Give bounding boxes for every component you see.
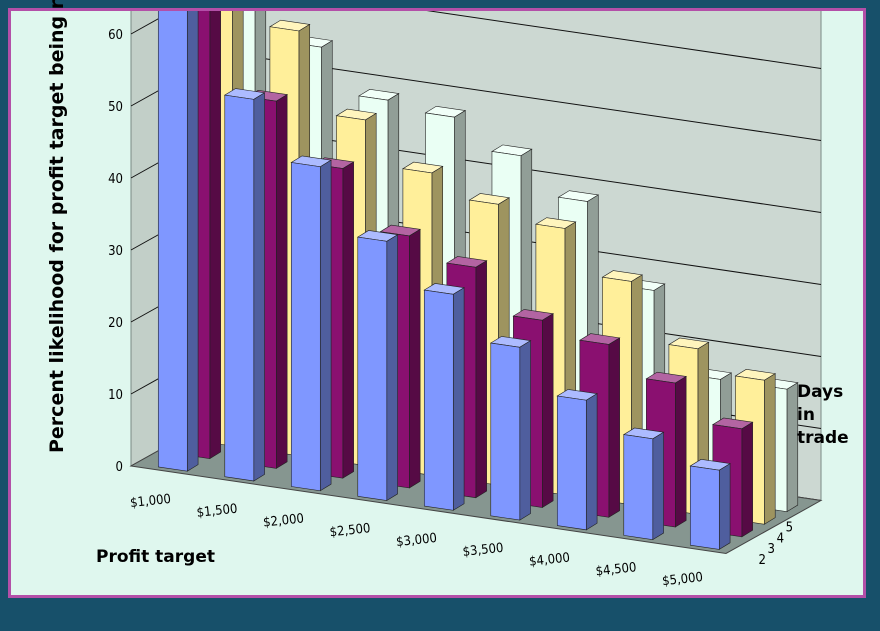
bar-side xyxy=(741,421,753,538)
bar-side xyxy=(542,313,554,509)
x-tick-label: $2,000 xyxy=(263,511,305,530)
x-tick-label: $2,500 xyxy=(329,521,371,540)
bar-side xyxy=(319,159,332,492)
x-tick-label: $3,500 xyxy=(462,541,504,560)
bar-side xyxy=(675,375,687,528)
bar-side xyxy=(253,92,265,482)
depth-tick-label: 3 xyxy=(768,542,775,557)
bar xyxy=(556,395,587,531)
bar-side xyxy=(452,287,465,511)
x-tick-label: $3,000 xyxy=(396,531,438,550)
bar-side xyxy=(764,373,776,525)
bar xyxy=(490,342,521,521)
x-axis-label: Profit target xyxy=(96,547,215,567)
bar-side xyxy=(209,11,221,460)
bar xyxy=(290,162,321,492)
bar-side xyxy=(342,161,354,479)
bar xyxy=(423,289,454,511)
y-tick-label: 0 xyxy=(116,460,123,475)
bar-side xyxy=(276,94,288,469)
bar-side xyxy=(519,340,531,521)
y-tick-label: 20 xyxy=(108,316,123,331)
bar-side xyxy=(475,260,487,499)
x-tick-label: $1,500 xyxy=(196,502,238,521)
depth-axis-label-line-2: in xyxy=(797,405,815,425)
bar-side xyxy=(386,234,398,502)
y-tick-label: 40 xyxy=(108,172,123,187)
bar-side xyxy=(186,11,199,472)
chart-3d-bar: 010203040506070$1,000$1,500$2,000$2,500$… xyxy=(108,11,823,589)
bar-side xyxy=(652,431,664,541)
depth-axis-label: Days in trade xyxy=(797,381,849,450)
chart-panel: 010203040506070$1,000$1,500$2,000$2,500$… xyxy=(8,0,866,598)
y-tick-label: 10 xyxy=(108,388,123,403)
x-tick-label: $4,500 xyxy=(595,560,637,579)
bar xyxy=(157,11,188,472)
bar xyxy=(689,465,720,550)
bar-side xyxy=(585,393,598,531)
y-tick-label: 50 xyxy=(108,100,123,115)
depth-tick-label: 4 xyxy=(777,531,784,546)
depth-axis-label-line-1: Days xyxy=(797,382,844,402)
depth-tick-label: 5 xyxy=(786,520,793,535)
bar xyxy=(623,434,654,540)
y-tick-label: 60 xyxy=(108,28,123,43)
x-tick-label: $4,000 xyxy=(529,551,571,570)
depth-axis-label-line-3: trade xyxy=(797,428,849,448)
bar xyxy=(357,236,388,501)
y-tick-label: 30 xyxy=(108,244,123,259)
x-tick-label: $5,000 xyxy=(662,570,704,589)
x-tick-label: $1,000 xyxy=(130,492,172,511)
bar-side xyxy=(718,463,731,550)
bar xyxy=(224,94,255,482)
y-axis-label: Percent likelihood for profit target bei… xyxy=(46,0,68,453)
bar-side xyxy=(409,228,421,489)
depth-tick-label: 2 xyxy=(759,553,766,568)
bar-side xyxy=(608,337,620,518)
